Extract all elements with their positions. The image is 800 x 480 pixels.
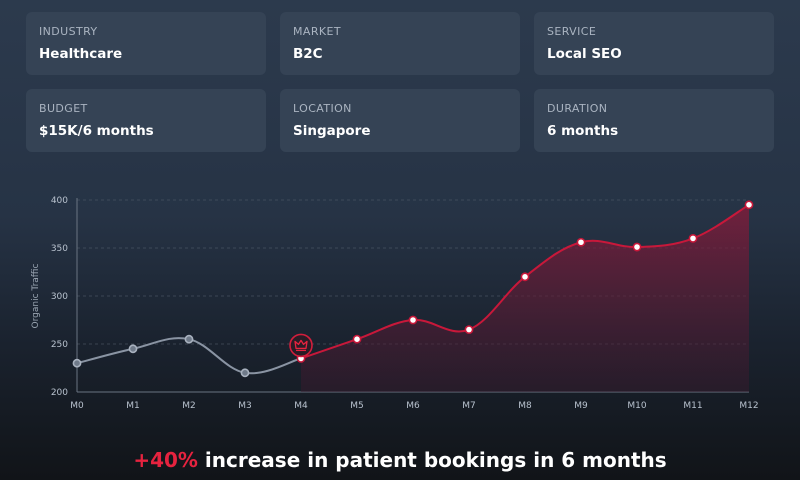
y-tick-label: 250 <box>51 340 68 350</box>
y-tick-label: 400 <box>51 196 68 206</box>
x-tick-label: M11 <box>683 401 702 411</box>
card-value: Healthcare <box>39 46 123 62</box>
x-tick-label: M1 <box>126 401 140 411</box>
headline-text: increase in patient bookings in 6 months <box>197 448 667 472</box>
card-label: BUDGET <box>39 102 88 115</box>
card-location: LOCATION Singapore <box>280 89 520 152</box>
card-market: MARKET B2C <box>280 12 520 75</box>
card-industry: INDUSTRY Healthcare <box>26 12 266 75</box>
y-tick-label: 200 <box>51 388 68 398</box>
card-value: Local SEO <box>547 46 622 62</box>
x-tick-label: M9 <box>574 401 588 411</box>
y-tick-label: 350 <box>51 244 68 254</box>
data-point <box>688 234 698 243</box>
x-tick-label: M10 <box>627 401 646 411</box>
card-label: DURATION <box>547 102 608 115</box>
card-label: LOCATION <box>293 102 352 115</box>
data-point <box>632 242 642 252</box>
data-point <box>408 315 418 325</box>
x-tick-label: M0 <box>70 401 84 411</box>
data-point <box>240 368 250 378</box>
y-tick-label: 300 <box>51 292 68 302</box>
data-point <box>128 344 138 354</box>
data-point <box>464 325 474 334</box>
data-point <box>520 272 530 282</box>
crown-icon-shape <box>294 339 308 350</box>
card-budget: BUDGET $15K/6 months <box>26 89 266 152</box>
headline-accent: +40% <box>133 448 198 472</box>
data-point <box>744 200 754 210</box>
data-point <box>184 334 194 344</box>
card-value: Singapore <box>293 123 371 139</box>
result-headline: +40% increase in patient bookings in 6 m… <box>0 448 800 472</box>
card-label: INDUSTRY <box>39 25 98 38</box>
card-value: $15K/6 months <box>39 123 154 139</box>
y-axis-title: Organic Traffic <box>31 264 41 329</box>
card-duration: DURATION 6 months <box>534 89 774 152</box>
data-point <box>352 334 362 344</box>
x-tick-label: M8 <box>518 401 532 411</box>
x-tick-label: M2 <box>182 401 196 411</box>
data-point <box>576 237 586 247</box>
crown-icon-ring <box>289 333 313 358</box>
card-service: SERVICE Local SEO <box>534 12 774 75</box>
x-tick-label: M7 <box>462 401 476 411</box>
x-tick-label: M5 <box>350 401 364 411</box>
card-label: MARKET <box>293 25 341 38</box>
x-tick-label: M6 <box>406 401 420 411</box>
crown-icon <box>289 333 313 358</box>
after-area <box>301 204 749 392</box>
x-tick-label: M4 <box>294 401 308 411</box>
data-point <box>72 358 82 368</box>
x-tick-label: M3 <box>238 401 252 411</box>
card-value: B2C <box>293 46 323 62</box>
organic-traffic-chart: 200 250 300 350 400 M0 M1 M2 M3 M4 M5 M6 M7 M8 M9 M10 M1… <box>31 196 759 411</box>
card-label: SERVICE <box>547 25 597 38</box>
x-tick-label: M12 <box>739 401 758 411</box>
card-value: 6 months <box>547 123 619 139</box>
